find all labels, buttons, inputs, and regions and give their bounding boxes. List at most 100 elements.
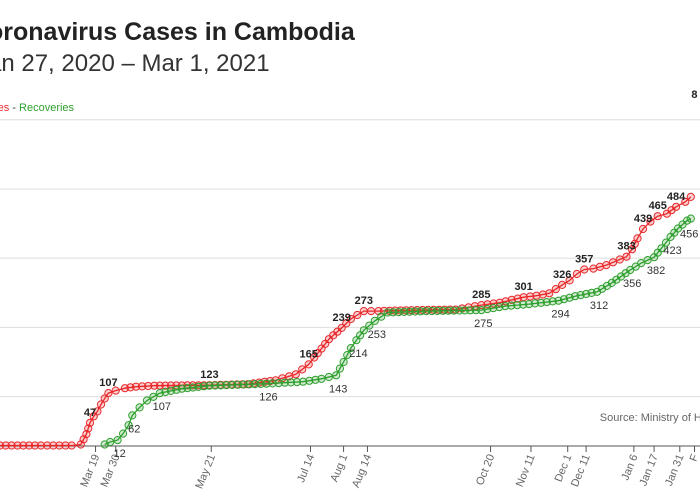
legend: ases - Recoveries bbox=[0, 102, 74, 114]
recoveries-point-22 bbox=[228, 380, 237, 389]
recoveries-point-77 bbox=[536, 298, 546, 307]
recoveries-label-0: 12 bbox=[113, 448, 125, 460]
cases-point-1 bbox=[1, 441, 10, 450]
recoveries-point-72 bbox=[507, 301, 516, 310]
recoveries-label-4: 143 bbox=[329, 383, 347, 395]
cases-point-102 bbox=[565, 276, 574, 285]
x-tick-label-4: Aug 1 bbox=[328, 453, 350, 484]
cases-point-10 bbox=[55, 441, 64, 450]
cases-label-2: 123 bbox=[200, 369, 218, 381]
cases-point-101 bbox=[558, 280, 567, 289]
recoveries-point-24 bbox=[239, 380, 248, 389]
x-tick-label-13: F bbox=[688, 452, 700, 463]
cases-point-4 bbox=[19, 441, 28, 450]
x-tick-label-6: Oct 20 bbox=[474, 453, 497, 488]
recoveries-point-39 bbox=[332, 371, 341, 380]
recoveries-label-2: 107 bbox=[153, 401, 171, 413]
recoveries-point-26 bbox=[250, 380, 260, 389]
cases-point-28 bbox=[144, 381, 153, 391]
recoveries-point-37 bbox=[317, 374, 326, 383]
cases-point-27 bbox=[138, 382, 147, 391]
recoveries-point-34 bbox=[299, 377, 308, 386]
recoveries-point-67 bbox=[477, 306, 486, 315]
x-tick-label-7: Nov 11 bbox=[514, 453, 538, 489]
cases-point-5 bbox=[25, 441, 34, 450]
recoveries-point-71 bbox=[501, 302, 510, 311]
recoveries-point-48 bbox=[370, 316, 379, 325]
recoveries-point-97 bbox=[643, 256, 652, 265]
recoveries-point-36 bbox=[311, 375, 320, 384]
cases-point-116 bbox=[653, 212, 662, 221]
recoveries-point-5 bbox=[128, 411, 137, 420]
grid-lines bbox=[0, 119, 700, 398]
cases-point-56 bbox=[304, 360, 313, 369]
recoveries-point-73 bbox=[513, 301, 522, 310]
recoveries-label-3: 126 bbox=[259, 392, 277, 404]
recoveries-point-42 bbox=[343, 351, 352, 360]
cases-point-97 bbox=[532, 291, 541, 300]
recoveries-label-6: 253 bbox=[368, 329, 386, 341]
cases-point-55 bbox=[298, 365, 307, 374]
cases-point-94 bbox=[513, 294, 522, 303]
recoveries-label-11: 382 bbox=[647, 265, 665, 277]
source-note: Source: Ministry of He bbox=[599, 412, 700, 424]
x-tick-label-11: Jan 17 bbox=[637, 453, 660, 488]
recoveries-point-35 bbox=[305, 376, 314, 385]
cases-point-115 bbox=[646, 217, 655, 226]
cases-point-2 bbox=[7, 441, 16, 450]
recoveries-point-38 bbox=[324, 372, 333, 382]
cases-label-10: 383 bbox=[617, 241, 635, 253]
recoveries-point-41 bbox=[339, 357, 348, 367]
cases-point-119 bbox=[672, 202, 681, 211]
recoveries-point-70 bbox=[495, 303, 504, 312]
series-layer bbox=[0, 192, 695, 450]
recoveries-point-101 bbox=[661, 238, 671, 247]
cases-point-66 bbox=[346, 314, 355, 324]
legend-separator: - bbox=[9, 102, 20, 114]
cases-point-107 bbox=[602, 261, 611, 270]
cases-point-108 bbox=[608, 258, 618, 267]
cases-point-54 bbox=[291, 370, 300, 379]
cases-point-12 bbox=[67, 441, 76, 450]
recoveries-point-20 bbox=[216, 381, 225, 390]
recoveries-point-107 bbox=[686, 214, 695, 223]
series-recoveries bbox=[100, 214, 695, 449]
recoveries-point-46 bbox=[359, 326, 368, 335]
cases-point-98 bbox=[538, 290, 548, 299]
legend-recoveries: Recoveries bbox=[19, 102, 75, 114]
recoveries-point-79 bbox=[548, 297, 557, 306]
x-tick-label-2: May 21 bbox=[193, 453, 218, 490]
x-tick-label-10: Jan 6 bbox=[619, 453, 640, 482]
recoveries-point-69 bbox=[489, 304, 498, 313]
cases-label-12: 465 bbox=[649, 200, 667, 212]
recoveries-point-4 bbox=[124, 421, 133, 430]
recoveries-point-1 bbox=[106, 437, 115, 447]
recoveries-label-7: 275 bbox=[474, 318, 492, 330]
recoveries-point-75 bbox=[525, 300, 534, 309]
cases-point-7 bbox=[36, 441, 46, 450]
recoveries-point-33 bbox=[292, 378, 302, 387]
cases-point-110 bbox=[622, 252, 631, 261]
cases-point-100 bbox=[551, 285, 560, 294]
cases-point-120 bbox=[681, 197, 690, 206]
cases-label-1: 107 bbox=[99, 377, 117, 389]
cases-point-69 bbox=[367, 307, 376, 316]
cases-point-19 bbox=[93, 407, 102, 416]
cases-label-4: 239 bbox=[333, 312, 351, 324]
recoveries-point-76 bbox=[530, 299, 540, 308]
recoveries-point-2 bbox=[113, 436, 122, 445]
cases-point-67 bbox=[353, 310, 362, 320]
cases-point-121 bbox=[686, 192, 695, 201]
chart-subtitle: an 27, 2020 – Mar 1, 2021 bbox=[0, 50, 270, 77]
recoveries-point-30 bbox=[274, 379, 283, 388]
recoveries-point-21 bbox=[222, 381, 231, 390]
recoveries-label-13: 456 bbox=[680, 229, 698, 241]
recoveries-point-49 bbox=[377, 312, 386, 321]
cases-point-3 bbox=[13, 441, 22, 450]
cases-point-104 bbox=[580, 265, 589, 274]
recoveries-point-7 bbox=[142, 396, 152, 405]
cases-point-103 bbox=[572, 269, 582, 279]
recoveries-point-23 bbox=[233, 380, 242, 389]
